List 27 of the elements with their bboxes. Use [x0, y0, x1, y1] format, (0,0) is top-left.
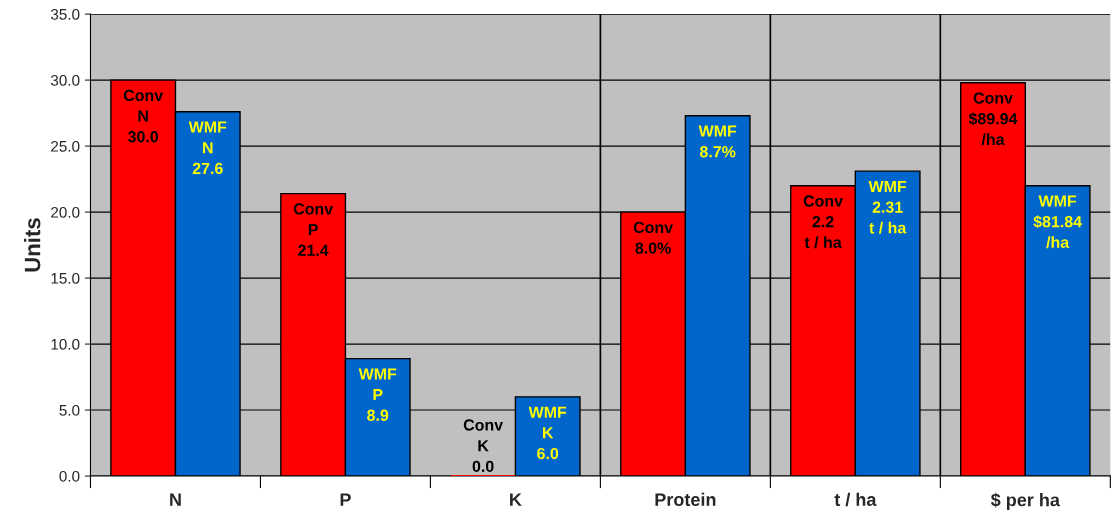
y-tick-label: 15.0 [51, 272, 80, 284]
x-tick-label: $ per ha [990, 492, 1061, 510]
y-tick-label: 30.0 [50, 74, 80, 86]
x-tick-label: t / ha [834, 492, 877, 507]
data-label: Conv N 30.0 [123, 89, 164, 143]
data-label: Conv 8.0% [633, 221, 673, 254]
y-tick-label: 10.0 [51, 338, 80, 350]
y-tick-label: 25.0 [51, 140, 80, 152]
y-axis-title: Units [24, 218, 41, 272]
data-label: WMF 8.7% [698, 125, 737, 158]
data-label: Conv K 0.0 [463, 419, 503, 472]
x-tick-label: Protein [655, 492, 716, 506]
y-tick-label: 0.0 [59, 470, 80, 482]
x-tick-label: P [340, 493, 351, 506]
data-label: WMF N 27.6 [188, 121, 227, 175]
data-label: WMF P 8.9 [358, 368, 397, 421]
x-tick-label: N [170, 493, 181, 506]
y-tick-label: 5.0 [59, 404, 80, 416]
x-tick-label: K [510, 493, 522, 506]
data-label: Conv P 21.4 [293, 203, 334, 256]
data-label: WMF 2.31 t / ha [868, 180, 907, 234]
y-tick-label: 20.0 [51, 206, 80, 218]
y-tick-label: 35.0 [50, 8, 80, 20]
data-label: Conv 2.2 t / ha [803, 195, 843, 249]
data-label: WMF $81.84 /ha [1033, 195, 1082, 249]
data-label: Conv $89.94 /ha [968, 92, 1018, 146]
data-label: WMF K 6.0 [528, 406, 567, 460]
